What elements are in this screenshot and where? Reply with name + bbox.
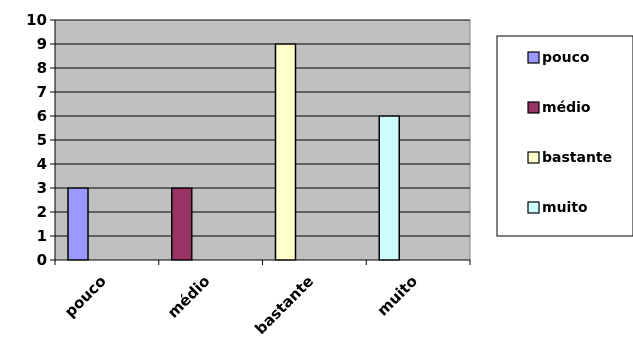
legend-label: muito [542,200,588,216]
category-label: bastante [251,272,317,338]
legend-label: bastante [542,150,612,166]
y-tick-label: 6 [37,107,47,125]
y-tick-label: 3 [37,179,47,197]
x-axis-ticks [54,260,471,265]
legend: pouco médio bastante muito [496,35,633,237]
y-tick-label: 4 [37,155,47,173]
legend-swatch-pouco [527,51,540,64]
bar-médio [171,187,193,261]
bars [67,43,400,261]
x-axis-labels: pouco médio bastante muito [61,272,421,338]
y-axis-ticks: 0 1 2 3 4 5 6 7 8 9 10 [26,11,55,269]
legend-label: médio [542,100,591,116]
category-label: pouco [61,272,110,321]
legend-swatch-médio [527,101,540,114]
legend-swatch-muito [527,201,540,214]
y-tick-label: 0 [37,251,47,269]
y-tick-label: 7 [37,83,47,101]
y-tick-label: 5 [37,131,47,149]
category-label: muito [374,272,421,319]
gridlines [55,19,470,237]
bar-pouco [67,187,89,261]
category-label: médio [164,272,213,321]
legend-swatch-bastante [527,151,540,164]
legend-label: pouco [542,50,590,66]
legend-box [496,35,633,237]
y-tick-label: 9 [37,35,47,53]
y-tick-label: 2 [37,203,47,221]
bar-muito [378,115,400,261]
y-tick-label: 10 [26,11,47,29]
bar-bastante [274,43,297,261]
y-tick-label: 1 [37,227,47,245]
y-tick-label: 8 [37,59,47,77]
